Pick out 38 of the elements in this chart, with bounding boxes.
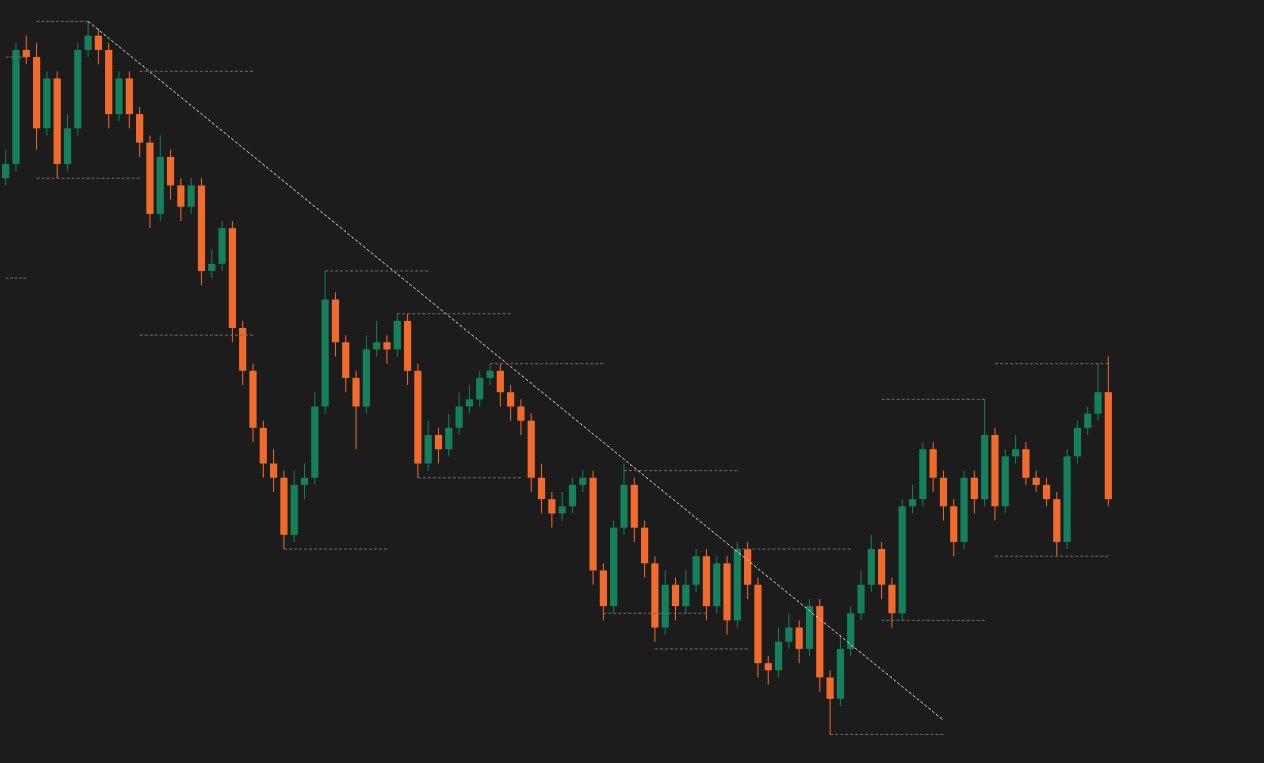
candlestick (177, 177, 185, 222)
candlestick (682, 569, 690, 614)
candlestick (187, 177, 195, 215)
candlestick (270, 448, 278, 493)
candlestick (1042, 477, 1051, 507)
candlestick (465, 384, 474, 415)
candlestick (445, 413, 453, 457)
candlestick (476, 370, 484, 407)
candlestick (300, 463, 309, 500)
candlestick (1094, 363, 1102, 422)
candlestick (826, 669, 834, 735)
candlestick (1084, 405, 1092, 436)
candlestick (537, 463, 546, 514)
candlestick (970, 470, 978, 514)
candlestick (558, 491, 566, 522)
candlestick (1011, 434, 1020, 464)
candlestick (84, 20, 92, 58)
candlestick (1032, 470, 1040, 493)
candlestick (2, 149, 10, 186)
candlestick (373, 320, 381, 358)
candlestick (383, 334, 391, 365)
candlestick (434, 427, 443, 464)
candlestick (908, 484, 917, 514)
candlestick (486, 363, 494, 386)
candlestick (568, 477, 577, 514)
candlestick (579, 470, 587, 493)
candlestick (764, 655, 772, 686)
candlestick (517, 398, 525, 436)
candlestick (785, 612, 793, 650)
candlestick (455, 391, 463, 436)
candlestick (496, 363, 504, 407)
candlestick (507, 384, 515, 422)
candlestick (208, 249, 216, 279)
candlestick (22, 35, 30, 65)
candlestick (671, 577, 680, 621)
candlestick (795, 619, 803, 664)
candlestick (548, 491, 556, 529)
candlestick (94, 28, 103, 65)
